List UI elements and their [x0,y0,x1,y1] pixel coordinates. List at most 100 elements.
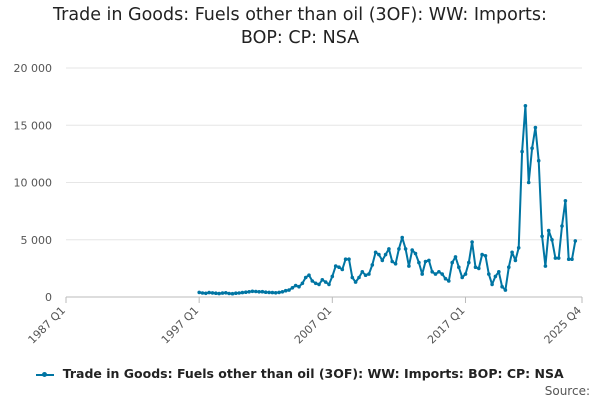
y-tick-label: 0 [45,291,52,304]
data-point [530,146,534,150]
data-point [483,254,488,258]
data-point [393,262,398,266]
source-label: Source: [544,384,590,398]
data-point [563,199,568,203]
data-point [390,259,395,264]
data-point [337,265,341,270]
data-point [247,290,251,294]
y-tick-label: 10 000 [14,177,53,190]
data-point [310,279,315,283]
data-point [234,291,238,296]
data-point [543,264,548,268]
data-point [237,291,241,295]
data-point [477,266,481,271]
data-point [510,250,514,255]
data-point [267,290,271,295]
data-point [497,270,501,274]
data-point [507,265,511,270]
data-point [293,283,298,288]
chart-title-line-1: Trade in Goods: Fuels other than oil (3O… [53,5,547,25]
data-point [520,149,524,154]
data-point [313,281,318,286]
data-point [220,291,225,295]
data-point [323,280,328,284]
data-point [460,275,465,280]
data-point [573,239,578,243]
data-point [540,234,544,239]
data-point [556,256,561,260]
data-point [224,291,228,295]
data-point [320,278,325,282]
data-point [550,238,554,242]
data-point [204,291,208,296]
data-point [303,275,308,280]
data-point [214,291,218,296]
data-point [283,288,288,293]
data-point [333,264,338,268]
series-line [199,104,577,295]
data-point [536,158,541,163]
data-point [473,265,478,270]
x-tick-label: 1997 Q1 [159,304,202,347]
data-point [457,265,461,270]
x-tick-label: 2025 Q4 [542,304,585,347]
data-point [443,276,448,281]
data-point [440,272,445,276]
data-point [397,247,401,251]
data-point [350,275,355,280]
data-point [403,247,408,251]
data-point [417,260,421,265]
data-point [377,252,381,257]
legend-swatch-icon [36,370,55,380]
data-point [290,286,295,290]
data-point [230,291,235,296]
chart-title: Trade in Goods: Fuels other than oil (3O… [0,4,600,50]
x-tick-label: 1987 Q1 [26,304,69,347]
data-point [343,257,348,262]
data-point [513,258,518,263]
data-point [383,252,388,257]
data-point [347,257,351,262]
data-point [217,291,221,296]
data-point [447,279,451,283]
data-point [533,125,538,130]
data-point [357,275,361,280]
data-point [470,240,474,244]
legend-label: Trade in Goods: Fuels other than oil (3O… [62,366,564,381]
data-point [560,224,564,228]
y-tick-label: 20 000 [14,62,53,75]
data-point [270,290,275,295]
data-point [263,290,268,295]
data-point [300,281,305,286]
data-point [367,272,371,276]
data-point [487,272,491,276]
data-point [280,290,285,294]
data-point [287,288,291,292]
data-point [327,282,331,287]
data-point [200,291,205,295]
data-point [516,246,521,250]
data-point [254,289,258,294]
data-point [413,251,418,256]
data-point [430,270,435,274]
data-point [244,290,248,295]
data-point [353,280,358,284]
data-point [480,252,484,257]
data-point [257,290,261,294]
data-point [490,282,494,287]
data-point [330,274,335,279]
x-tick-label: 2007 Q1 [292,304,335,347]
legend[interactable]: Trade in Goods: Fuels other than oil (3O… [0,366,600,381]
data-point [427,258,431,263]
data-point [566,257,571,262]
data-point [433,272,438,276]
data-point [503,288,508,292]
data-point [380,258,385,263]
data-point [467,260,471,265]
data-point [423,259,428,264]
y-tick-label: 15 000 [14,119,53,132]
data-point [523,104,528,108]
data-point [500,284,504,289]
data-point [387,247,391,251]
